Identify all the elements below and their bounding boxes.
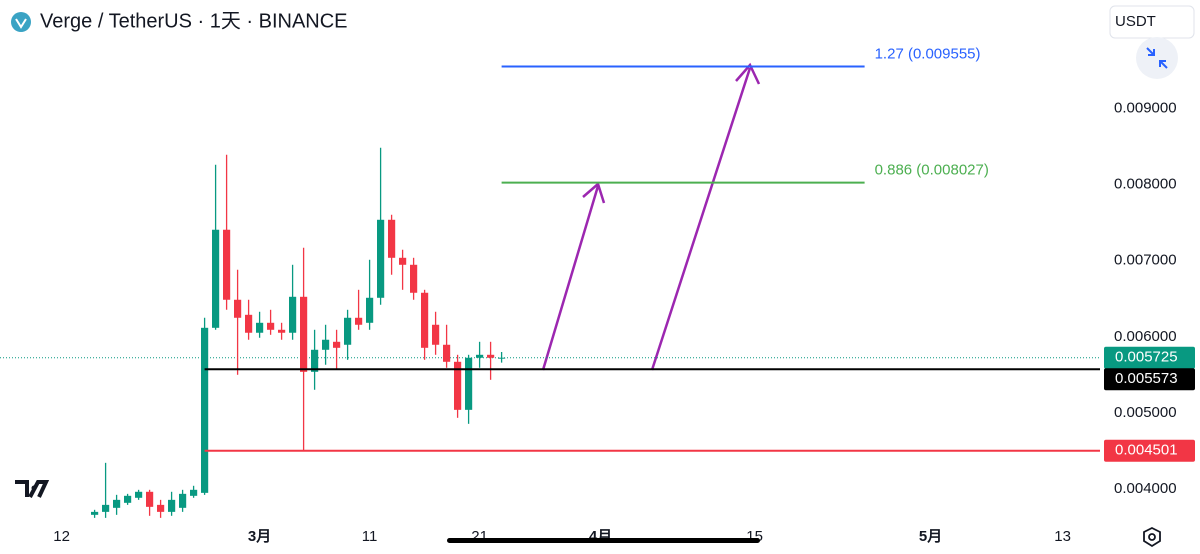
candle-body [410,264,418,293]
candle-body [355,317,363,325]
candle-body [487,354,495,358]
candle-body [366,297,374,323]
candle-body [190,489,198,496]
plot: 0.004000 0.005000 0.006000 0.007000 0.008000… [0,45,1195,545]
x-tick-label: 12 [53,528,70,545]
arrow [650,67,752,371]
settings-icon-center [1148,533,1156,541]
candle-body [432,324,440,345]
price-label-box [1104,368,1195,391]
candle-body [498,357,506,359]
candle-body [146,491,154,507]
candle-body [91,511,99,515]
fib-level-label: 1.27 (0.009555) [875,45,981,62]
arrow-head [735,62,761,85]
candle-body [267,322,275,330]
price-label-box [1104,346,1195,369]
candle-body [102,504,110,512]
arrow-head [582,181,606,204]
candle-body [113,499,121,508]
candle-body [168,499,176,512]
fib-level-label: 0.886 (0.008027) [875,162,989,179]
candle-body [377,219,385,298]
y-tick-label: 0.006000 [1114,328,1177,345]
candle-body [300,296,308,372]
brand-logo [15,480,50,498]
currency-label: USDT [1115,13,1156,30]
price-label: 0.005573 [1115,370,1178,387]
price-label-box [1104,439,1195,462]
collapse-icon [1146,47,1168,69]
y-tick-label: 0.008000 [1114,176,1177,193]
candle-body [124,495,132,503]
candle-body [399,257,407,265]
x-tick-label: 11 [362,528,378,545]
candle-body [135,491,143,498]
collapse-button[interactable] [1136,37,1178,79]
logo [11,12,31,32]
candle-body [344,317,352,345]
arrow [541,185,600,371]
settings-icon[interactable] [1143,526,1161,548]
candle-body [322,339,330,350]
candle-body [212,229,220,328]
scrollbar[interactable] [447,538,760,543]
candle-body [333,341,341,348]
candle-body [289,296,297,333]
candle-body [311,349,319,372]
price-label: 0.004501 [1115,442,1178,459]
x-tick-label: 13 [1054,528,1071,545]
candle-body [234,299,242,318]
candle-body [201,327,209,493]
candle-body [454,361,462,410]
candle-body [223,229,231,300]
brand-logo-dot [31,485,37,491]
logo-mark [15,18,27,29]
candle-body [245,314,253,333]
candle-body [256,322,264,333]
y-tick-label: 0.005000 [1114,404,1177,421]
candle-body [157,504,165,512]
candle-body [388,219,396,258]
y-tick-label: 0.009000 [1114,100,1177,117]
candle-body [421,292,429,348]
y-tick-label: 0.007000 [1114,252,1177,269]
x-tick-label: 5月 [919,528,942,545]
candle-body [443,344,451,362]
candle-body [465,357,473,410]
chart-title: Verge / TetherUS · 1天 · BINANCE [40,10,348,32]
x-tick-label: 3月 [248,528,271,545]
candle-body [476,354,484,358]
candle-body [278,329,286,333]
candle-body [179,493,187,508]
y-tick-label: 0.004000 [1114,480,1177,497]
price-label: 0.005725 [1115,349,1178,366]
